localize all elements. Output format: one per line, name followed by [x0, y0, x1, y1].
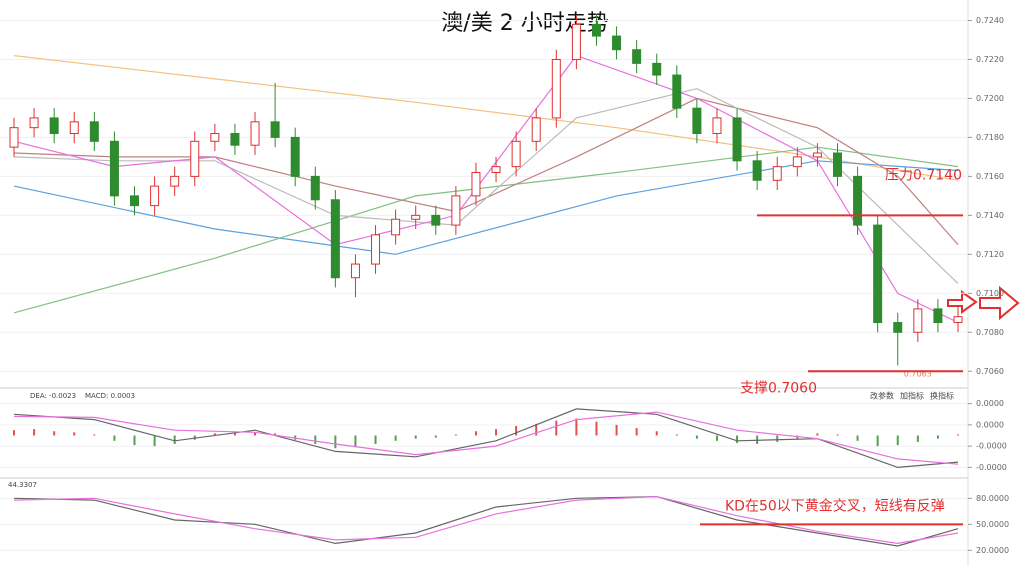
candle-body: [150, 185, 160, 207]
indicator-header: 44.3307: [8, 481, 37, 489]
candle-body: [89, 121, 99, 142]
candle-body: [873, 224, 883, 324]
candle-body: [672, 74, 682, 109]
arrow-icon: [947, 290, 978, 314]
y-tick-label: 0.7140: [976, 211, 1004, 220]
indicator-header: DEA: -0.0023: [30, 392, 76, 400]
candle-body: [190, 140, 200, 177]
chart-title: 澳/美 2 小时走势: [441, 11, 608, 36]
y-tick-label: 0.7200: [976, 94, 1004, 103]
candle-body: [471, 171, 481, 197]
candle-body: [531, 117, 541, 142]
candle-body: [712, 117, 722, 135]
arrow-icon: [979, 285, 1020, 321]
candle-body: [692, 107, 702, 135]
candle-body: [9, 127, 19, 148]
candle-body: [953, 316, 963, 324]
candle-body: [893, 322, 903, 333]
line-series: [13, 97, 959, 245]
candle-body: [913, 308, 923, 333]
candle-body: [652, 62, 662, 76]
y-tick-label: 0.0000: [976, 420, 1004, 429]
candle-body: [250, 121, 260, 146]
candle-body: [411, 214, 421, 220]
candle-body: [832, 152, 842, 177]
indicator-header: MACD: 0.0003: [85, 392, 135, 400]
y-tick-label: 80.0000: [976, 494, 1009, 503]
candle-body: [270, 121, 280, 138]
candle-body: [230, 133, 240, 146]
candle-body: [792, 156, 802, 168]
candle-body: [391, 218, 401, 236]
candle-body: [310, 175, 320, 201]
candle-body: [551, 58, 561, 119]
y-tick-label: 0.7120: [976, 250, 1004, 259]
y-tick-label: 20.0000: [976, 546, 1009, 555]
y-tick-label: -0.0000: [976, 442, 1007, 451]
y-tick-label: 0.0000: [976, 399, 1004, 408]
candle-body: [330, 199, 340, 279]
candle-body: [812, 152, 822, 158]
y-tick-label: -0.0000: [976, 463, 1007, 472]
line-series: [13, 495, 959, 545]
candle-body: [431, 214, 441, 226]
annotation-text: KD在50以下黄金交叉，短线有反弹: [725, 497, 945, 514]
annotation-text: 压力0.7140: [885, 167, 962, 183]
y-tick-label: 0.7100: [976, 289, 1004, 298]
line-series: [13, 495, 959, 547]
candle-body: [612, 35, 622, 51]
candle-body: [511, 140, 521, 168]
menu-button[interactable]: 改参数: [870, 391, 894, 401]
candle-body: [350, 263, 360, 279]
candle-body: [290, 136, 300, 177]
candle-body: [491, 166, 501, 173]
menu-button[interactable]: 换指标: [930, 391, 954, 401]
candle-body: [69, 121, 79, 135]
y-tick-label: 0.7160: [976, 172, 1004, 181]
candle-body: [853, 175, 863, 226]
y-tick-label: 0.7180: [976, 133, 1004, 142]
y-tick-label: 50.0000: [976, 520, 1009, 529]
candle-body: [632, 49, 642, 64]
annotation-text: 支撑0.7060: [740, 380, 817, 396]
line-series: [13, 411, 959, 465]
candle-body: [49, 117, 59, 135]
candle-body: [571, 23, 581, 60]
candle-body: [772, 166, 782, 181]
candle-body: [371, 234, 381, 265]
y-tick-label: 0.7080: [976, 328, 1004, 337]
y-tick-label: 0.7220: [976, 55, 1004, 64]
candle-body: [752, 160, 762, 181]
menu-button[interactable]: 加指标: [900, 391, 924, 401]
candle-body: [451, 195, 461, 226]
candle-body: [170, 175, 180, 187]
candle-body: [933, 308, 943, 324]
candle-body: [29, 117, 39, 129]
candle-body: [210, 133, 220, 142]
low-label: 0.7063: [904, 370, 932, 379]
y-tick-label: 0.7240: [976, 16, 1004, 25]
candle-body: [130, 195, 140, 207]
candle-body: [591, 23, 601, 37]
candle-body: [109, 140, 119, 197]
y-tick-label: 0.7060: [976, 367, 1004, 376]
candle-body: [732, 117, 742, 162]
